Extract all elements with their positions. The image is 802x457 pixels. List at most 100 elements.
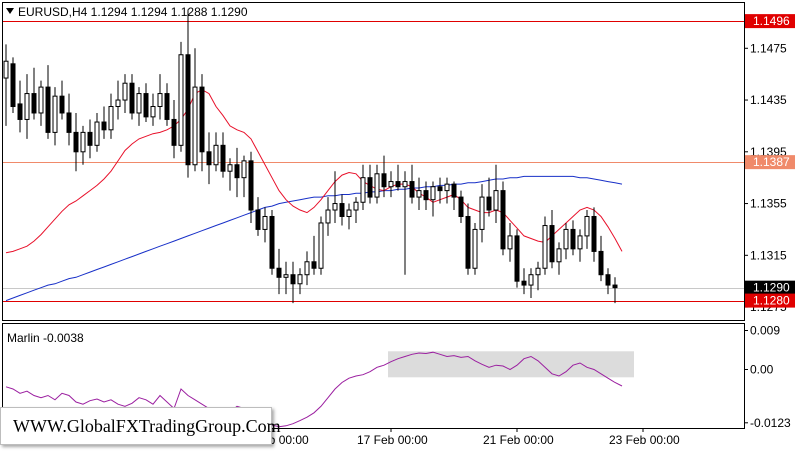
candle[interactable] [248,151,254,223]
candle[interactable] [423,181,429,211]
candle[interactable] [479,184,485,243]
candle[interactable] [591,207,597,262]
candle[interactable] [311,235,317,275]
candle-body-bear [143,93,149,118]
candle[interactable] [598,235,604,282]
candle[interactable] [612,277,618,304]
candle[interactable] [577,229,583,262]
candle[interactable] [283,261,289,295]
candle[interactable] [451,181,457,211]
candle[interactable] [290,261,296,304]
candle[interactable] [353,197,359,223]
candle[interactable] [521,268,527,295]
candle[interactable] [115,80,121,120]
candle[interactable] [437,177,443,204]
candle[interactable] [549,210,555,269]
candle[interactable] [192,48,198,172]
candle[interactable] [318,216,324,275]
candle[interactable] [206,132,212,185]
candle[interactable] [584,210,590,249]
candle[interactable] [542,216,548,275]
candle[interactable] [80,125,86,165]
candle[interactable] [563,222,569,260]
candle[interactable] [570,220,576,256]
candle[interactable] [143,83,149,123]
candle[interactable] [465,203,471,275]
candle[interactable] [346,203,352,230]
candle[interactable] [213,132,219,172]
candle[interactable] [430,181,436,217]
candle-body-bull [241,160,247,179]
candle[interactable] [157,74,163,120]
candle[interactable] [59,80,65,120]
candle[interactable] [199,74,205,172]
candle[interactable] [472,222,478,275]
candle-body-bear [458,196,464,217]
candle-body-bear [465,215,471,269]
candle[interactable] [10,57,16,113]
candle-body-bear [521,280,527,286]
candle[interactable] [493,164,499,223]
candle[interactable] [367,164,373,204]
candle[interactable] [234,147,240,198]
candle[interactable] [276,248,282,295]
candle[interactable] [17,80,23,133]
candle[interactable] [185,9,191,178]
candle[interactable] [255,197,261,236]
candle[interactable] [31,67,37,120]
candle[interactable] [136,87,142,126]
candle[interactable] [556,242,562,275]
candle[interactable] [360,164,366,211]
symbol-dropdown-icon[interactable] [6,8,14,14]
candle[interactable] [178,41,184,152]
candle[interactable] [241,155,247,198]
candle[interactable] [325,197,331,236]
price-level-tag-bg [745,155,795,170]
price-panel[interactable] [2,2,745,321]
candle[interactable] [45,65,51,139]
candle[interactable] [94,112,100,152]
candle[interactable] [605,268,611,295]
candle[interactable] [458,190,464,223]
candle[interactable] [262,207,268,243]
candle[interactable] [73,112,79,172]
candle[interactable] [122,74,128,113]
candle[interactable] [129,74,135,120]
candle[interactable] [507,222,513,262]
candle[interactable] [500,181,506,256]
candle[interactable] [388,171,394,198]
candle[interactable] [52,87,58,146]
candle[interactable] [486,177,492,217]
candle[interactable] [101,106,107,139]
price-level-tag: 1.1496 [745,14,795,28]
candle-body-bull [136,93,142,114]
candle[interactable] [374,164,380,204]
candle[interactable] [227,158,233,191]
candle-body-bull [507,235,513,250]
candle[interactable] [535,261,541,291]
candle[interactable] [444,177,450,204]
candle[interactable] [24,74,30,139]
candle[interactable] [220,132,226,178]
candle[interactable] [108,93,114,139]
candle[interactable] [381,155,387,198]
candle[interactable] [150,93,156,126]
candle-body-bull [535,267,541,276]
candle[interactable] [528,268,534,299]
candle[interactable] [164,83,170,126]
candle[interactable] [66,93,72,146]
candle[interactable] [339,194,345,226]
candle[interactable] [409,164,415,204]
candle[interactable] [514,229,520,288]
candle[interactable] [332,171,338,223]
candle[interactable] [171,100,177,159]
candle[interactable] [304,251,310,286]
candle[interactable] [38,80,44,126]
candle[interactable] [395,164,401,191]
candle[interactable] [269,210,275,275]
candle[interactable] [87,119,93,159]
candle[interactable] [402,171,408,275]
candle[interactable] [3,44,9,126]
candle[interactable] [297,268,303,295]
candle[interactable] [416,177,422,211]
